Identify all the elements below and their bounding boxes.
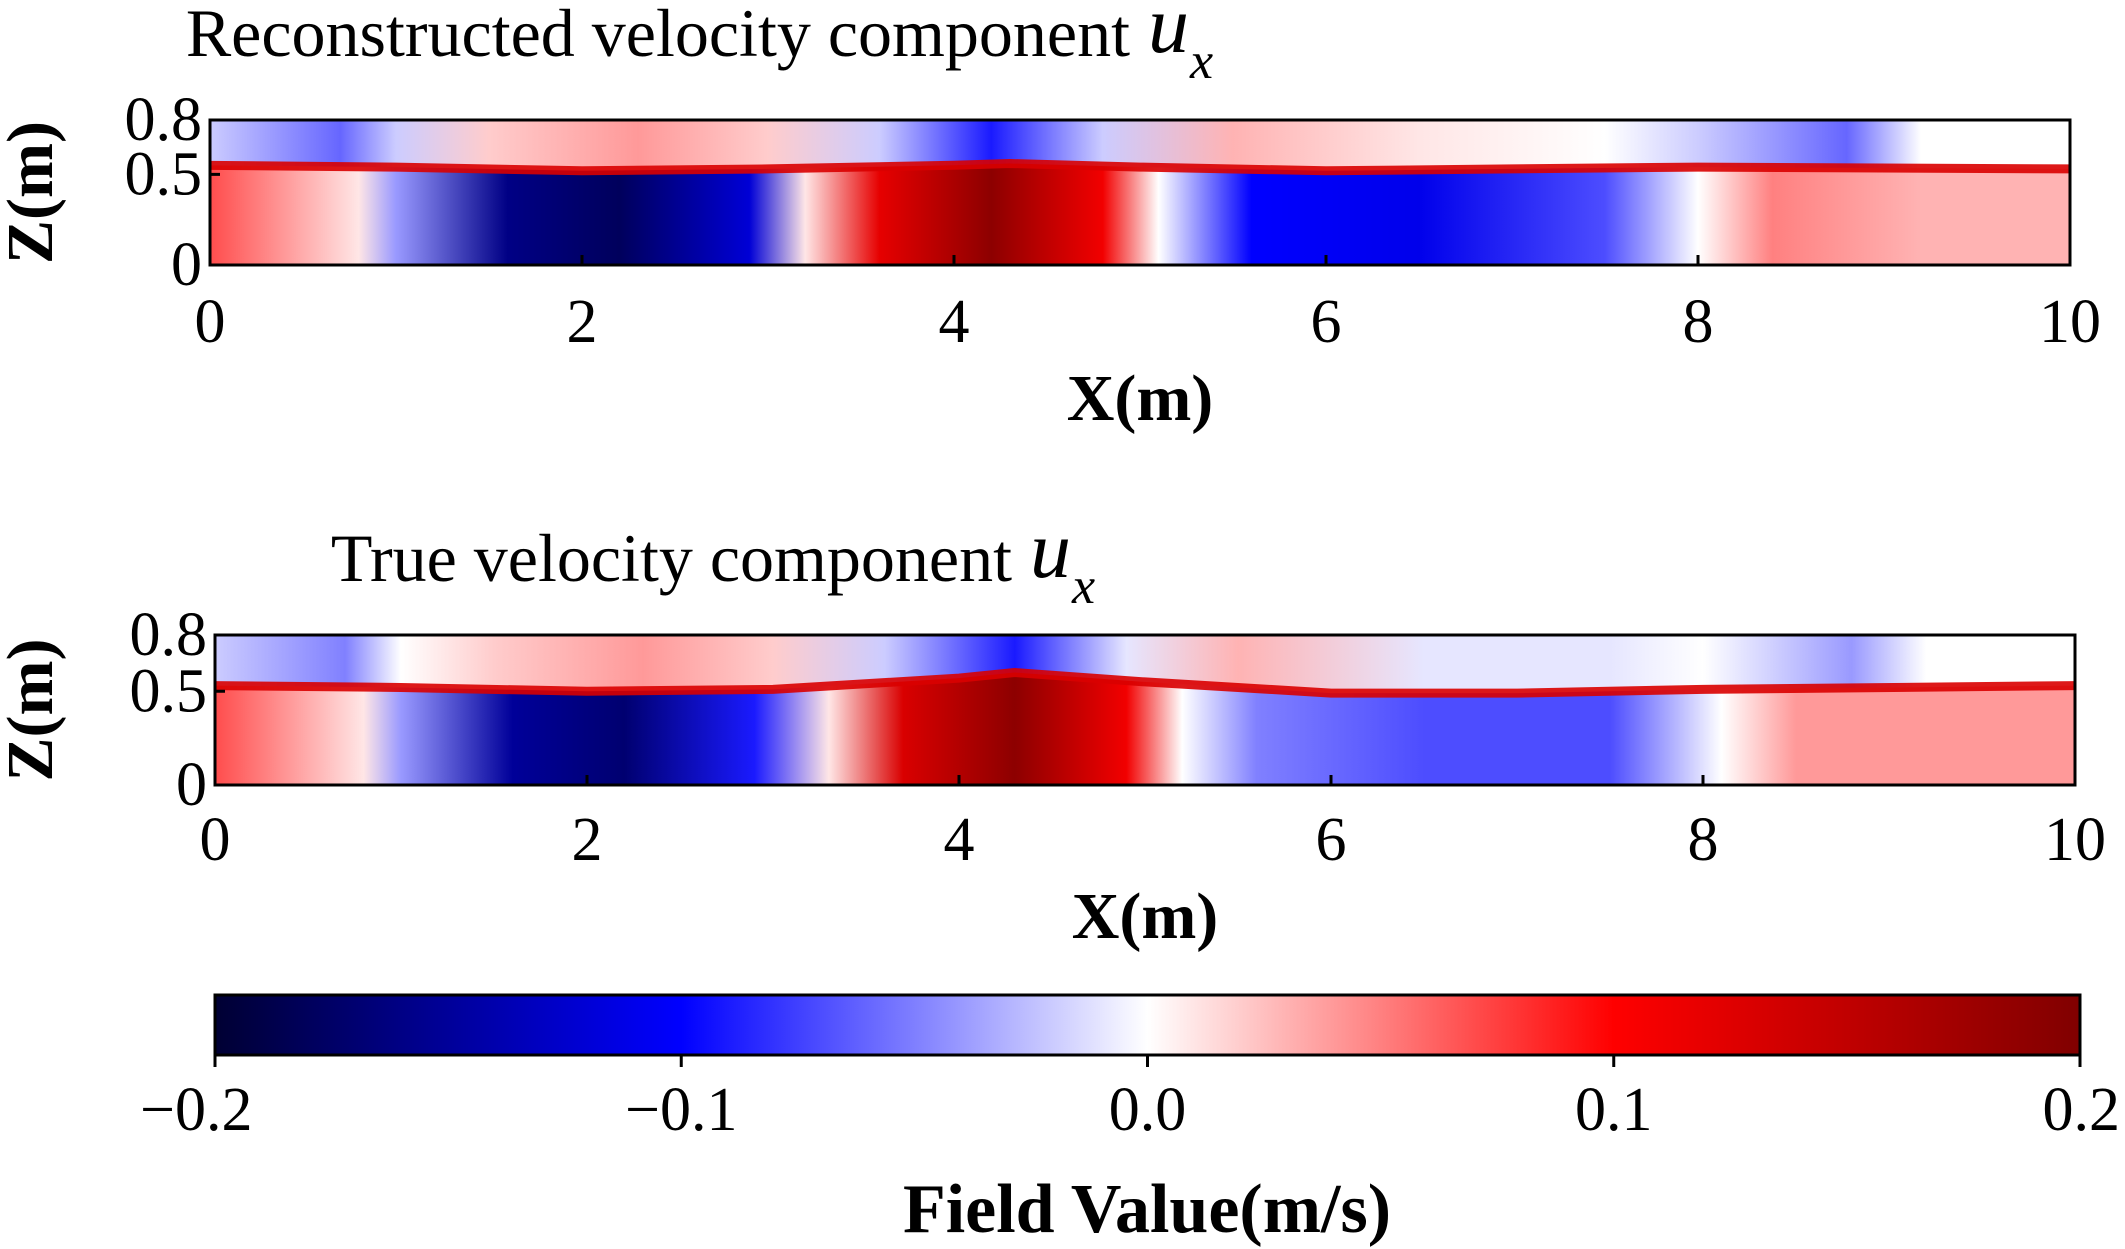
title-subscript: x: [1189, 33, 1213, 90]
colorbar-tick-label: −0.1: [625, 1076, 737, 1144]
panel-reconstructed: Reconstructed velocity component u x 0 2 4…: [0, 0, 2101, 435]
lower-layer-field: [210, 163, 2070, 265]
y-tick-label: 0.5: [125, 140, 203, 208]
x-tick-label: 10: [2039, 288, 2101, 356]
colorbar-label: Field Value(m/s): [903, 1171, 1391, 1248]
x-tick-label: 0: [200, 806, 231, 874]
colorbar: −0.2 −0.1 0.0 0.1 0.2 Field Value(m/s): [140, 993, 2120, 1248]
y-tick-label: 0: [171, 231, 202, 299]
x-tick-label: 2: [567, 288, 598, 356]
heatmap-plot: 0 2 4 6 8 10 0 0.50.8: [130, 601, 2107, 874]
x-tick-label: 0: [195, 288, 226, 356]
interface-line: [210, 159, 2070, 176]
panel-title: Reconstructed velocity component: [186, 0, 1130, 71]
x-tick-label: 2: [572, 806, 603, 874]
x-tick-label: 6: [1316, 806, 1347, 874]
y-axis-label: Z(m): [0, 121, 67, 264]
y-tick-label: 0.8: [130, 601, 208, 669]
x-tick-label: 4: [944, 806, 975, 874]
y-tick-label: 0: [176, 751, 207, 819]
colorbar-tick-label: 0.0: [1109, 1076, 1187, 1144]
x-axis-label: X(m): [1072, 880, 1219, 953]
panel-true: True velocity component u x 0 2 4 6 8 10 0 0.50…: [0, 504, 2106, 953]
y-axis-label: Z(m): [0, 639, 67, 782]
x-tick-label: 8: [1688, 806, 1719, 874]
plot-frame: [213, 633, 2077, 787]
colorbar-gradient: [213, 993, 2082, 1057]
lower-layer-field: [215, 672, 2075, 785]
x-tick-label: 6: [1311, 288, 1342, 356]
heatmap-plot: 0 2 4 6 8 10 0 0.50.8: [125, 86, 2102, 356]
x-tick-label: 4: [939, 288, 970, 356]
y-tick-label: 0.5: [130, 657, 208, 725]
panel-title: True velocity component: [331, 520, 1012, 596]
title-subscript: x: [1071, 558, 1095, 615]
colorbar-ticks: −0.2 −0.1 0.0 0.1 0.2: [140, 1055, 2120, 1144]
colorbar-tick-label: −0.2: [140, 1076, 252, 1144]
y-tick-label: 0.8: [125, 86, 203, 154]
title-symbol: u: [1148, 0, 1189, 70]
interface-line: [215, 668, 2075, 698]
x-axis-label: X(m): [1067, 362, 1214, 435]
title-symbol: u: [1030, 504, 1071, 595]
colorbar-tick-label: 0.1: [1575, 1076, 1653, 1144]
plot-frame: [208, 118, 2072, 267]
x-tick-label: 10: [2044, 806, 2106, 874]
colorbar-tick-label: 0.2: [2043, 1076, 2121, 1144]
x-tick-label: 8: [1683, 288, 1714, 356]
